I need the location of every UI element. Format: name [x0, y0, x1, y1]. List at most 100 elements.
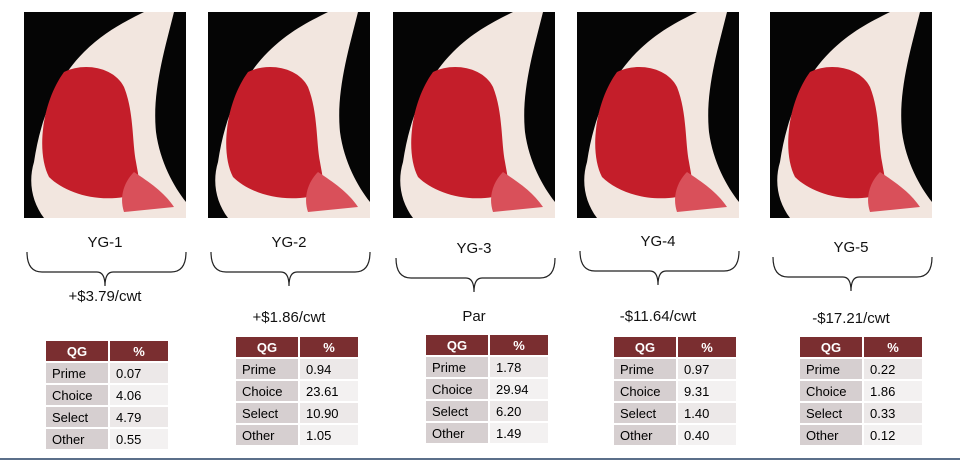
- header-cell: QG: [798, 335, 864, 359]
- steak-image: [577, 12, 739, 218]
- header-cell: QG: [612, 335, 678, 359]
- steak-image: [770, 12, 932, 218]
- table-row: Other 0.12: [798, 423, 924, 447]
- header-cell: %: [862, 335, 924, 359]
- table-row: Select 1.40: [612, 401, 738, 425]
- table-row: Choice 9.31: [612, 379, 738, 403]
- premium: -$17.21/cwt: [812, 310, 890, 327]
- brace: [395, 257, 556, 293]
- table-cell: 0.12: [862, 423, 924, 447]
- quality-grade-table: QG% Prime 0.94 Choice 23.61 Select 10.90 Other 1…: [234, 335, 360, 447]
- header-row: QG%: [234, 335, 360, 359]
- table-row: Choice 29.94: [424, 377, 550, 401]
- table-row: Other 0.55: [44, 427, 170, 451]
- table-row: Select 0.33: [798, 401, 924, 425]
- table-row: Prime 0.22: [798, 357, 924, 381]
- table-cell: Other: [424, 421, 490, 445]
- table-row: Select 10.90: [234, 401, 360, 425]
- table-cell: 29.94: [488, 377, 550, 401]
- table-row: Prime 0.97: [612, 357, 738, 381]
- table-row: Choice 4.06: [44, 383, 170, 407]
- table-cell: 4.06: [108, 383, 170, 407]
- header-row: QG%: [612, 335, 738, 359]
- premium: Par: [462, 308, 486, 325]
- table-cell: Prime: [798, 357, 864, 381]
- table-cell: 23.61: [298, 379, 360, 403]
- premium: +$3.79/cwt: [68, 288, 142, 305]
- table-cell: Prime: [424, 355, 490, 379]
- header-cell: QG: [424, 333, 490, 357]
- table-row: Select 6.20: [424, 399, 550, 423]
- header-cell: %: [298, 335, 360, 359]
- table-cell: Select: [234, 401, 300, 425]
- steak-image: [393, 12, 555, 218]
- brace: [210, 251, 371, 287]
- header-cell: %: [108, 339, 170, 363]
- table-row: Other 1.49: [424, 421, 550, 445]
- table-cell: Prime: [44, 361, 110, 385]
- table-cell: 1.40: [676, 401, 738, 425]
- table-cell: 1.78: [488, 355, 550, 379]
- table-cell: Other: [612, 423, 678, 447]
- table-row: Choice 1.86: [798, 379, 924, 403]
- table-cell: Choice: [612, 379, 678, 403]
- table-cell: 0.40: [676, 423, 738, 447]
- table-cell: 0.22: [862, 357, 924, 381]
- premium: +$1.86/cwt: [252, 309, 326, 326]
- table-cell: 6.20: [488, 399, 550, 423]
- brace: [26, 251, 187, 287]
- table-cell: 0.55: [108, 427, 170, 451]
- quality-grade-table: QG% Prime 0.22 Choice 1.86 Select 0.33 Other 0.1…: [798, 335, 924, 447]
- premium: -$11.64/cwt: [619, 308, 697, 325]
- table-row: Prime 0.07: [44, 361, 170, 385]
- quality-grade-table: QG% Prime 1.78 Choice 29.94 Select 6.20 Other 1.…: [424, 333, 550, 445]
- table-cell: Choice: [44, 383, 110, 407]
- table-cell: Select: [44, 405, 110, 429]
- table-cell: Prime: [234, 357, 300, 381]
- steak-image: [208, 12, 370, 218]
- table-cell: 0.07: [108, 361, 170, 385]
- brace: [579, 250, 740, 286]
- quality-grade-table: QG% Prime 0.07 Choice 4.06 Select 4.79 Other 0.5…: [44, 339, 170, 451]
- table-row: Prime 0.94: [234, 357, 360, 381]
- yield-grade: YG-5: [833, 239, 869, 256]
- steak-image: [24, 12, 186, 218]
- header-cell: QG: [44, 339, 110, 363]
- table-cell: 0.94: [298, 357, 360, 381]
- table-cell: 4.79: [108, 405, 170, 429]
- table-cell: 1.49: [488, 421, 550, 445]
- table-cell: 9.31: [676, 379, 738, 403]
- table-cell: Choice: [234, 379, 300, 403]
- yield-grade: YG-3: [456, 240, 492, 257]
- header-cell: %: [676, 335, 738, 359]
- header-cell: %: [488, 333, 550, 357]
- table-cell: Select: [798, 401, 864, 425]
- table-cell: Other: [798, 423, 864, 447]
- table-cell: Choice: [798, 379, 864, 403]
- table-cell: Select: [612, 401, 678, 425]
- table-cell: Other: [234, 423, 300, 447]
- table-row: Other 1.05: [234, 423, 360, 447]
- table-cell: 10.90: [298, 401, 360, 425]
- table-cell: Select: [424, 399, 490, 423]
- table-cell: 1.05: [298, 423, 360, 447]
- yield-grade: YG-2: [271, 234, 307, 251]
- yield-grade: YG-4: [640, 233, 676, 250]
- header-row: QG%: [798, 335, 924, 359]
- quality-grade-table: QG% Prime 0.97 Choice 9.31 Select 1.40 Other 0.4…: [612, 335, 738, 447]
- table-row: Choice 23.61: [234, 379, 360, 403]
- table-row: Other 0.40: [612, 423, 738, 447]
- header-row: QG%: [44, 339, 170, 363]
- table-row: Prime 1.78: [424, 355, 550, 379]
- table-cell: 0.33: [862, 401, 924, 425]
- yield-grade: YG-1: [87, 234, 123, 251]
- table-cell: Other: [44, 427, 110, 451]
- brace: [772, 256, 933, 292]
- table-cell: 1.86: [862, 379, 924, 403]
- table-row: Select 4.79: [44, 405, 170, 429]
- header-cell: QG: [234, 335, 300, 359]
- table-cell: Choice: [424, 377, 490, 401]
- header-row: QG%: [424, 333, 550, 357]
